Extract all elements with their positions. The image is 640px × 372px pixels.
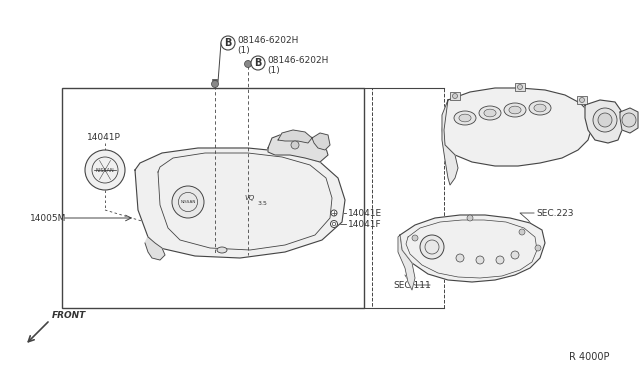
Circle shape [496,256,504,264]
Text: (1): (1) [237,45,250,55]
Text: B: B [224,38,232,48]
Text: B: B [254,58,262,68]
Text: NISSAN: NISSAN [95,167,115,173]
Circle shape [622,113,636,127]
Bar [450,92,460,100]
Ellipse shape [217,247,227,253]
Circle shape [330,221,337,228]
Circle shape [518,84,522,90]
Polygon shape [135,148,345,258]
Ellipse shape [459,114,471,122]
Polygon shape [400,215,545,282]
Circle shape [511,251,519,259]
Bar [577,96,587,104]
Polygon shape [278,130,312,143]
Text: 14041F: 14041F [348,219,381,228]
Circle shape [420,235,444,259]
Circle shape [467,215,473,221]
Text: SEC.223: SEC.223 [536,208,573,218]
Circle shape [291,141,299,149]
Polygon shape [312,133,330,150]
Bar [515,83,525,91]
Ellipse shape [534,104,546,112]
Polygon shape [585,100,622,143]
Polygon shape [145,237,165,260]
Text: R 4000P: R 4000P [570,352,610,362]
Polygon shape [442,100,458,185]
Text: (1): (1) [267,65,280,74]
Ellipse shape [529,101,551,115]
Polygon shape [268,133,328,162]
Ellipse shape [479,106,501,120]
Circle shape [519,229,525,235]
Polygon shape [620,108,638,133]
Ellipse shape [454,111,476,125]
Circle shape [476,256,484,264]
Polygon shape [442,88,592,166]
Ellipse shape [509,106,521,114]
Circle shape [211,80,218,87]
Text: 14005M: 14005M [30,214,67,222]
Text: SEC.111: SEC.111 [393,280,431,289]
Circle shape [331,210,337,216]
Circle shape [412,235,418,241]
Circle shape [579,97,584,103]
Text: 3.5: 3.5 [257,201,267,205]
Circle shape [251,56,265,70]
Circle shape [85,150,125,190]
Text: 14041P: 14041P [87,132,121,141]
Circle shape [535,245,541,251]
Circle shape [452,93,458,99]
Text: FRONT: FRONT [52,311,86,321]
Ellipse shape [504,103,526,117]
Circle shape [456,254,464,262]
Text: 08146-6202H: 08146-6202H [267,55,328,64]
Bar [62,88,364,308]
Circle shape [172,186,204,218]
Text: VQ: VQ [245,195,255,201]
Text: 08146-6202H: 08146-6202H [237,35,298,45]
Ellipse shape [484,109,496,117]
Circle shape [221,36,235,50]
Circle shape [244,61,252,67]
Text: NISSAN: NISSAN [180,200,196,204]
Text: 14041E: 14041E [348,208,382,218]
Bar [372,88,444,308]
Circle shape [593,108,617,132]
Circle shape [598,113,612,127]
Polygon shape [398,235,415,290]
